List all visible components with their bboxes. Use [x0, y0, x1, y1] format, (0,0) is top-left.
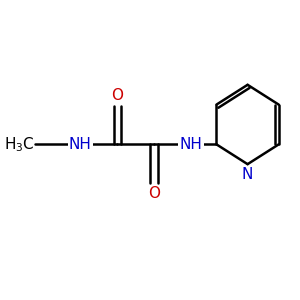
Text: O: O	[148, 186, 160, 201]
Text: NH: NH	[69, 137, 92, 152]
Text: NH: NH	[179, 137, 202, 152]
Text: O: O	[111, 88, 123, 103]
Text: N: N	[242, 167, 253, 182]
Text: H$_3$C: H$_3$C	[4, 135, 35, 154]
